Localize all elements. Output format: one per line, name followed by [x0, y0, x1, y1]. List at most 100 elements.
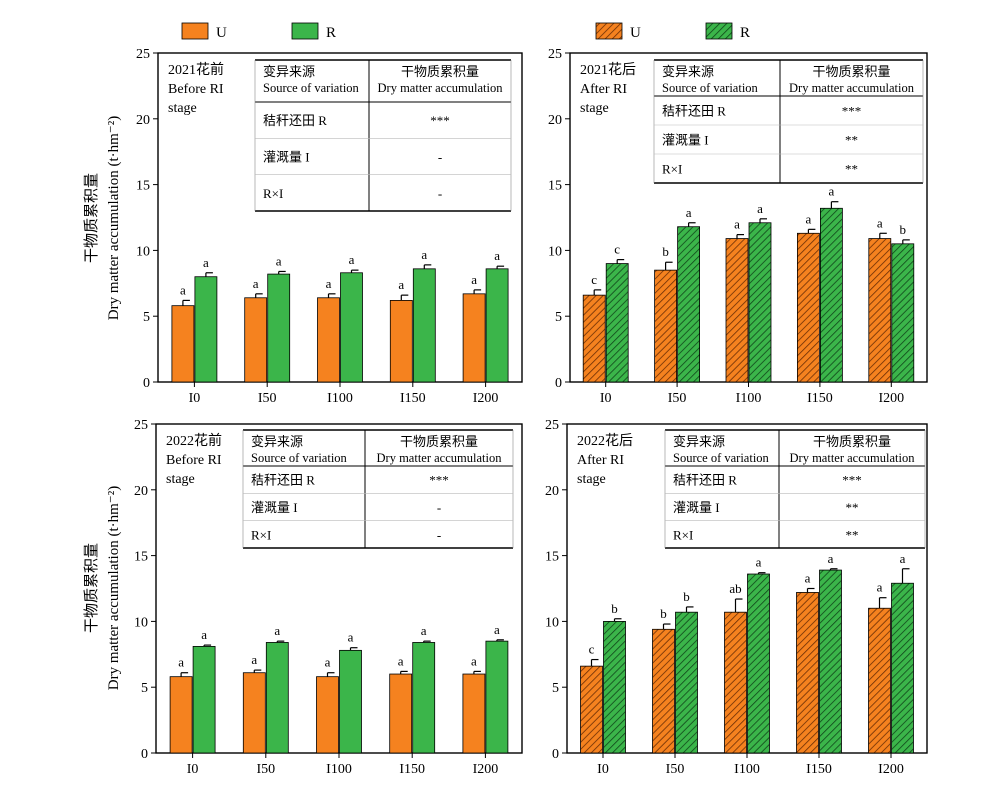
significance-letter: a	[325, 655, 331, 670]
y-tick-label: 5	[143, 310, 150, 325]
bar-u	[317, 297, 340, 383]
bar-u	[242, 672, 266, 754]
bar-u	[582, 294, 606, 383]
x-tick-label: I0	[187, 762, 199, 777]
bar-r	[820, 207, 843, 383]
bar-r	[485, 268, 509, 383]
bar-r	[605, 263, 629, 383]
significance-letter: a	[877, 580, 883, 595]
bar-r	[748, 222, 772, 383]
x-tick-label: I50	[668, 391, 687, 406]
significance-letter: a	[471, 653, 477, 668]
table-row-significance: ***	[842, 473, 862, 488]
x-tick-label: I200	[473, 391, 499, 406]
x-tick-label: I50	[256, 762, 275, 777]
y-tick-label: 10	[134, 615, 148, 630]
table-header-cn: 变异来源	[673, 434, 725, 449]
table-row-source: 秸秆还田 R	[662, 104, 726, 119]
bar-r	[747, 573, 770, 754]
legend-swatch-r	[291, 22, 319, 40]
bar-r	[339, 649, 362, 754]
significance-letter: ab	[729, 581, 741, 596]
table-header-cn: 变异来源	[251, 434, 303, 449]
bar-r	[891, 582, 914, 754]
bar-u	[724, 611, 747, 754]
x-tick-label: I100	[736, 391, 762, 406]
x-tick-label: I0	[189, 391, 201, 406]
stage-label: stage	[168, 101, 197, 116]
panels: 0510152025I0aaI50aaI100aaI150aaI200aa202…	[134, 47, 928, 777]
x-tick-label: I150	[400, 391, 426, 406]
y-tick-label: 15	[548, 179, 562, 194]
anova-table-bg	[243, 430, 513, 548]
chart-panel-4: 0510152025I0cbI50bbI100abaI150aaI200aa20…	[545, 418, 928, 777]
significance-letter: a	[398, 277, 404, 292]
significance-letter: a	[421, 623, 427, 638]
stage-label: After RI	[580, 82, 627, 97]
anova-table: 变异来源 Source of variation 干物质累积量 Dry matter …	[653, 59, 924, 184]
significance-letter: b	[900, 222, 907, 237]
significance-letter: a	[471, 272, 477, 287]
significance-letter: a	[180, 282, 186, 297]
significance-letter: a	[734, 217, 740, 232]
table-row-significance: ***	[842, 104, 862, 119]
y-tick-label: 0	[143, 376, 150, 391]
bar-r	[340, 272, 363, 383]
table-row-significance: **	[845, 133, 858, 148]
x-tick-label: I150	[399, 762, 425, 777]
table-header-en: Source of variation	[673, 451, 770, 465]
table-row-source: R×I	[662, 162, 682, 177]
bar-r	[819, 569, 842, 754]
bar-u	[389, 673, 413, 754]
bar-u	[389, 300, 413, 383]
y-tick-label: 25	[545, 418, 559, 433]
table-header-en: Dry matter accumulation	[377, 451, 503, 465]
stage-label: 2021花前	[168, 61, 224, 78]
bar-u	[462, 673, 486, 754]
y-tick-label: 20	[545, 484, 559, 499]
y-tick-label: 25	[548, 47, 562, 62]
table-header-en: Dry matter accumulation	[790, 451, 916, 465]
anova-table: 变异来源 Source of variation 干物质累积量 Dry matter …	[254, 59, 512, 212]
bar-r	[677, 226, 700, 383]
stage-label: stage	[577, 472, 606, 487]
bar-u	[316, 676, 339, 754]
significance-letter: a	[686, 205, 692, 220]
x-tick-label: I150	[807, 391, 833, 406]
significance-letter: c	[614, 242, 620, 257]
anova-table-bg	[255, 60, 511, 211]
significance-letter: a	[398, 653, 404, 668]
table-row-source: 灌溉量 I	[263, 150, 310, 165]
x-tick-label: I200	[473, 762, 499, 777]
significance-letter: a	[494, 248, 500, 263]
x-tick-label: I200	[878, 391, 904, 406]
table-row-significance: -	[437, 500, 441, 515]
y-axis-title-en: Dry matter accumulation (t·hm⁻²)	[106, 486, 122, 690]
bar-u	[725, 238, 749, 383]
significance-letter: a	[326, 276, 332, 291]
significance-letter: a	[349, 252, 355, 267]
significance-letter: a	[203, 255, 209, 270]
table-header-cn: 干物质累积量	[401, 64, 479, 79]
table-row-source: 秸秆还田 R	[251, 473, 315, 488]
x-tick-label: I0	[597, 762, 609, 777]
anova-table-bg	[665, 430, 925, 548]
significance-letter: a	[178, 655, 184, 670]
table-row-significance: -	[437, 527, 441, 542]
anova-table-bg	[654, 60, 923, 183]
significance-letter: a	[828, 551, 834, 566]
chart-panel-2: 0 5 10 15 20 25 I0 c c I50 b a I100 a a I150 a a I200 a b 202…	[548, 47, 928, 406]
significance-letter: a	[253, 276, 259, 291]
chart-panel-1: 0 5 10 15 20 25 I0 a a I50 a a I100 a a I150 a a I200 a a 202…	[136, 47, 523, 406]
table-row-source: R×I	[263, 186, 283, 201]
y-tick-label: 20	[136, 113, 150, 128]
table-row-significance: **	[846, 527, 859, 542]
table-row-significance: **	[845, 162, 858, 177]
legend-swatch-u-hatched	[595, 22, 623, 40]
table-header-cn: 变异来源	[662, 64, 714, 79]
bar-r	[267, 273, 291, 383]
significance-letter: a	[348, 630, 354, 645]
bar-r	[891, 243, 915, 383]
table-header-en: Dry matter accumulation	[789, 81, 915, 95]
table-header-en: Source of variation	[662, 81, 759, 95]
